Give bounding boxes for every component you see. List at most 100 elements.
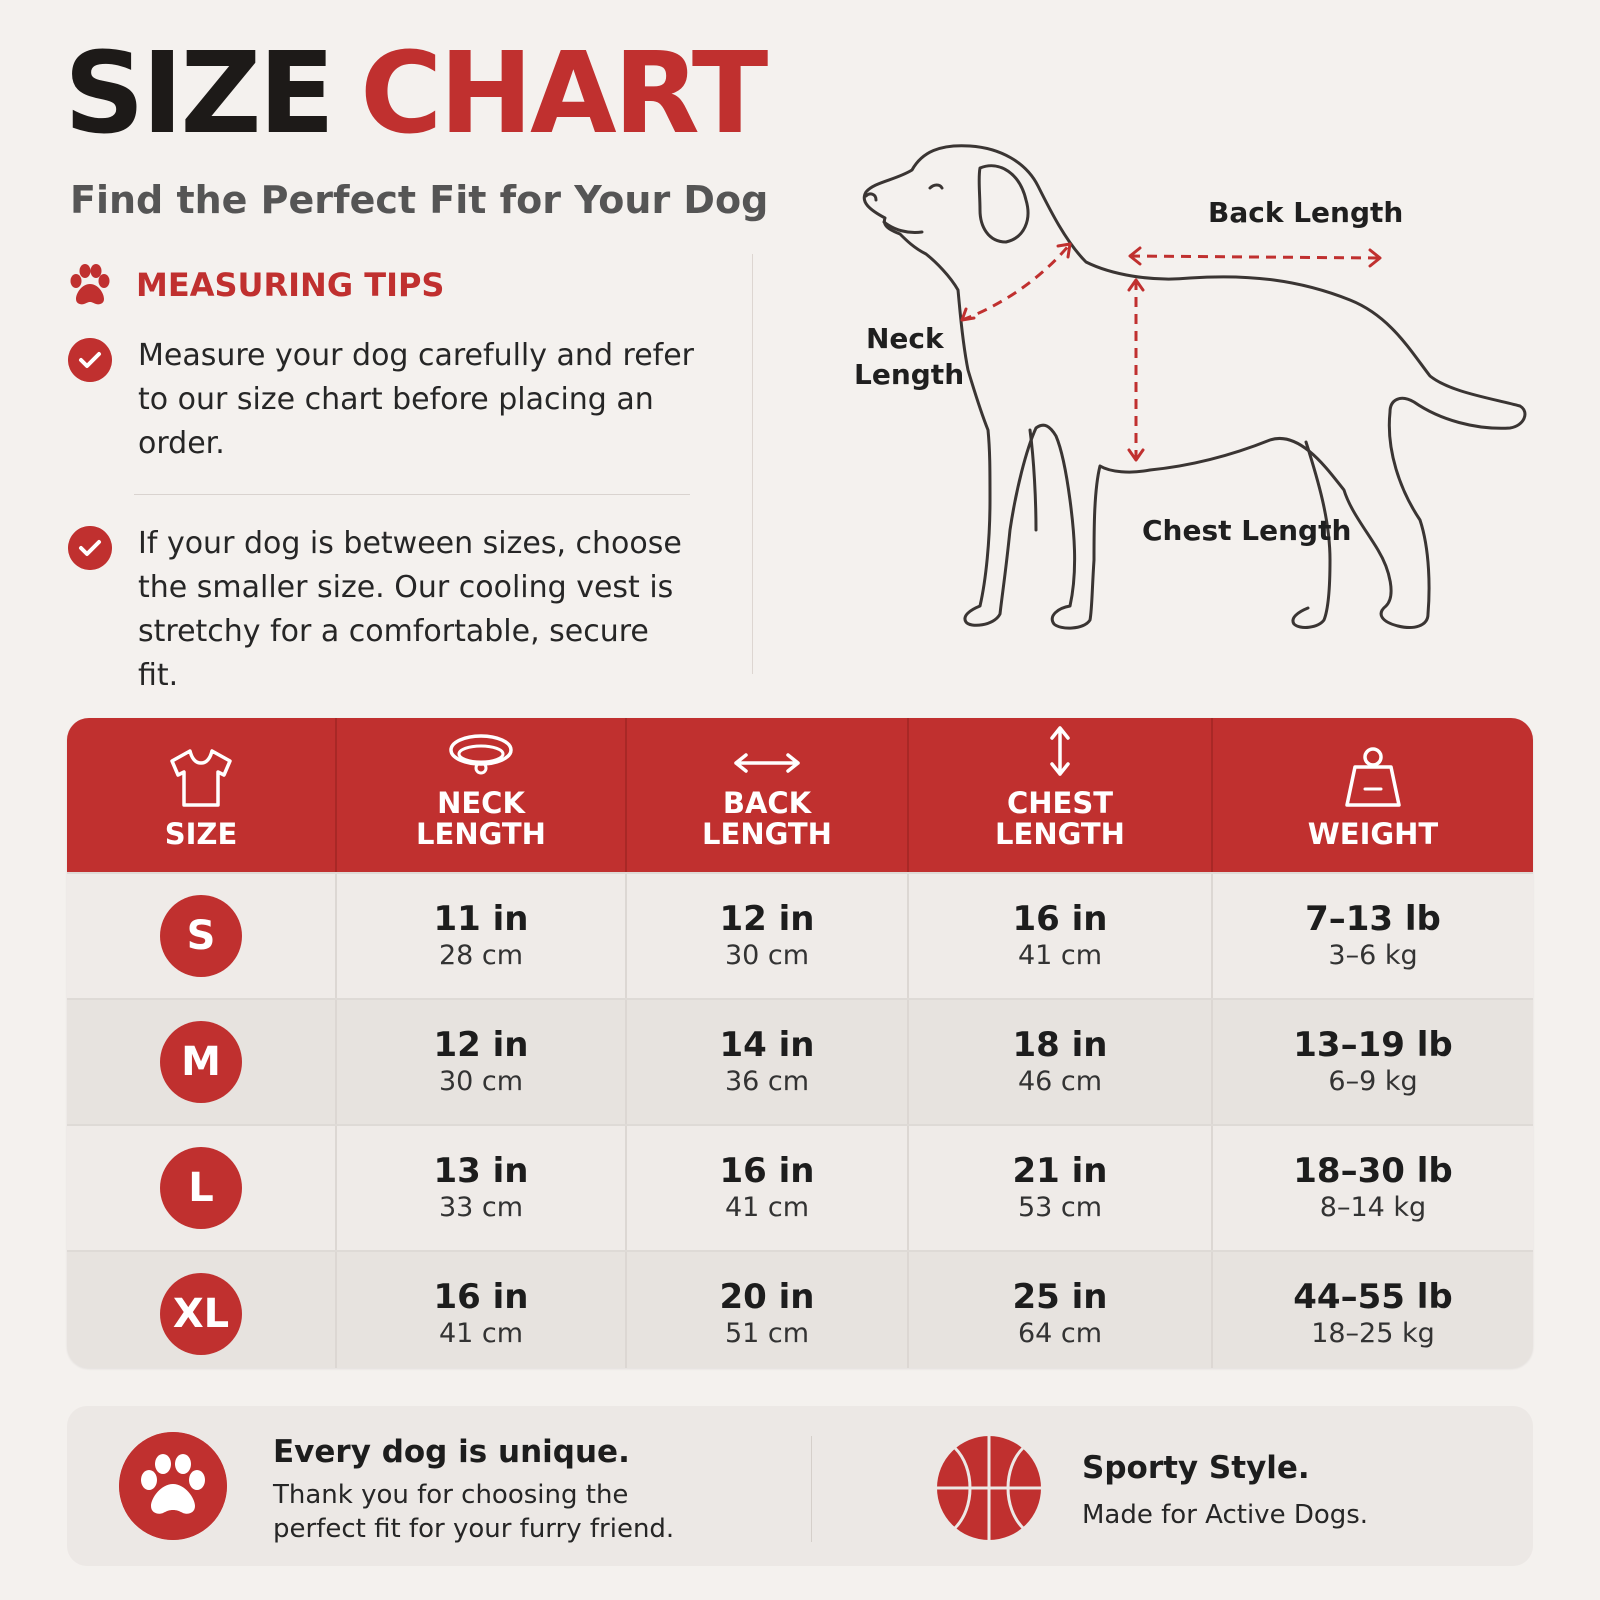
tip-item: Measure your dog carefully and refer to … — [68, 334, 698, 466]
header-chest-line1: CHEST — [1006, 786, 1114, 820]
header-weight-label: WEIGHT — [1307, 817, 1439, 851]
size-badge: L — [160, 1147, 242, 1229]
chest-cm: 41 cm — [1017, 940, 1103, 971]
tip-item: If your dog is between sizes, choose the… — [68, 522, 698, 698]
collar-icon — [449, 734, 513, 775]
header-back: BACK LENGTH — [627, 718, 909, 872]
weight-cell: 18–30 lb 8–14 kg — [1213, 1126, 1533, 1250]
header-chest-line2: LENGTH — [995, 817, 1125, 851]
weight-kg: 18–25 kg — [1311, 1318, 1435, 1349]
weight-kg: 8–14 kg — [1319, 1192, 1427, 1223]
back-in: 12 in — [719, 899, 815, 939]
measuring-tips-label: MEASURING TIPS — [136, 266, 445, 304]
header-neck-line2: LENGTH — [416, 817, 546, 851]
neck-cell: 11 in 28 cm — [337, 874, 627, 998]
weight-cell: 13–19 lb 6–9 kg — [1213, 1000, 1533, 1124]
header-size-label: SIZE — [164, 817, 238, 851]
paw-icon — [70, 264, 110, 305]
footer-divider — [811, 1436, 812, 1542]
footer-left-line2: perfect fit for your furry friend. — [273, 1514, 675, 1544]
tip-text: If your dog is between sizes, choose the… — [138, 526, 682, 693]
footer-left-line1: Thank you for choosing the — [273, 1480, 629, 1510]
horizontal-arrow-icon — [734, 753, 800, 773]
weight-lb: 13–19 lb — [1293, 1025, 1453, 1065]
weight-cell: 44–55 lb 18–25 kg — [1213, 1252, 1533, 1368]
weight-lb: 18–30 lb — [1293, 1151, 1453, 1191]
chest-cell: 21 in 53 cm — [909, 1126, 1213, 1250]
vertical-arrow-icon — [1050, 726, 1070, 776]
weight-lb: 7–13 lb — [1305, 899, 1441, 939]
chest-in: 16 in — [1012, 899, 1108, 939]
back-in: 16 in — [719, 1151, 815, 1191]
measuring-tips-heading: MEASURING TIPS — [68, 264, 444, 306]
check-icon — [68, 526, 112, 570]
neck-cell: 12 in 30 cm — [337, 1000, 627, 1124]
weight-cell: 7–13 lb 3–6 kg — [1213, 874, 1533, 998]
size-cell: L — [67, 1126, 337, 1250]
back-length-label: Back Length — [1208, 196, 1404, 229]
neck-cm: 41 cm — [438, 1318, 524, 1349]
measurement-arrows — [961, 243, 1381, 460]
weight-icon — [1345, 747, 1401, 807]
table-row: L 13 in 33 cm 16 in 41 cm 21 in 53 cm 18–30… — [67, 1124, 1533, 1250]
back-in: 20 in — [719, 1277, 815, 1317]
weight-kg: 3–6 kg — [1328, 940, 1418, 971]
footer-right-heading: Sporty Style. — [1082, 1450, 1310, 1486]
weight-kg: 6–9 kg — [1328, 1066, 1418, 1097]
neck-in: 13 in — [433, 1151, 529, 1191]
chest-in: 25 in — [1012, 1277, 1108, 1317]
tip-text: Measure your dog carefully and refer to … — [138, 338, 695, 461]
footer-left-heading: Every dog is unique. — [273, 1434, 630, 1470]
chest-cell: 16 in 41 cm — [909, 874, 1213, 998]
chest-in: 18 in — [1012, 1025, 1108, 1065]
paw-badge-icon — [119, 1432, 227, 1540]
footer-banner: Every dog is unique. Thank you for choos… — [67, 1406, 1533, 1566]
header-weight: WEIGHT — [1213, 718, 1533, 872]
back-in: 14 in — [719, 1025, 815, 1065]
back-cm: 51 cm — [724, 1318, 810, 1349]
neck-cm: 33 cm — [438, 1192, 524, 1223]
neck-length-label-line1: Neck — [866, 322, 944, 355]
neck-cell: 13 in 33 cm — [337, 1126, 627, 1250]
neck-in: 11 in — [433, 899, 529, 939]
tip-divider — [134, 494, 690, 495]
table-row: M 12 in 30 cm 14 in 36 cm 18 in 46 cm 13–19… — [67, 998, 1533, 1124]
back-cell: 14 in 36 cm — [627, 1000, 909, 1124]
back-cm: 36 cm — [724, 1066, 810, 1097]
neck-arrow — [961, 243, 1072, 322]
back-cell: 16 in 41 cm — [627, 1126, 909, 1250]
page-subtitle: Find the Perfect Fit for Your Dog — [70, 178, 769, 222]
header-chest: CHEST LENGTH — [909, 718, 1213, 872]
header-back-line2: LENGTH — [702, 817, 832, 851]
chest-in: 21 in — [1012, 1151, 1108, 1191]
neck-cm: 28 cm — [438, 940, 524, 971]
size-cell: XL — [67, 1252, 337, 1368]
dog-measurement-diagram — [862, 144, 1527, 630]
table-row: S 11 in 28 cm 12 in 30 cm 16 in 41 cm 7–13 … — [67, 872, 1533, 998]
size-badge: S — [160, 895, 242, 977]
neck-in: 16 in — [433, 1277, 529, 1317]
chest-cell: 18 in 46 cm — [909, 1000, 1213, 1124]
chest-length-label: Chest Length — [1142, 514, 1352, 547]
back-cm: 30 cm — [724, 940, 810, 971]
header-neck: NECK LENGTH — [337, 718, 627, 872]
back-cell: 20 in 51 cm — [627, 1252, 909, 1368]
table-row: XL 16 in 41 cm 20 in 51 cm 25 in 64 cm 44–5… — [67, 1250, 1533, 1368]
title-chart: CHART — [360, 29, 768, 159]
header-neck-line1: NECK — [437, 786, 525, 820]
header-back-line1: BACK — [722, 786, 812, 820]
weight-lb: 44–55 lb — [1293, 1277, 1453, 1317]
basketball-icon — [937, 1436, 1041, 1540]
back-cm: 41 cm — [724, 1192, 810, 1223]
chest-cell: 25 in 64 cm — [909, 1252, 1213, 1368]
chest-cm: 64 cm — [1017, 1318, 1103, 1349]
page-title: SIZE CHART — [64, 38, 768, 150]
shirt-icon — [170, 749, 232, 807]
back-cell: 12 in 30 cm — [627, 874, 909, 998]
neck-cell: 16 in 41 cm — [337, 1252, 627, 1368]
chest-cm: 53 cm — [1017, 1192, 1103, 1223]
size-cell: S — [67, 874, 337, 998]
footer-right-text: Made for Active Dogs. — [1082, 1500, 1369, 1530]
neck-length-label-line2: Length — [854, 358, 965, 391]
neck-cm: 30 cm — [438, 1066, 524, 1097]
